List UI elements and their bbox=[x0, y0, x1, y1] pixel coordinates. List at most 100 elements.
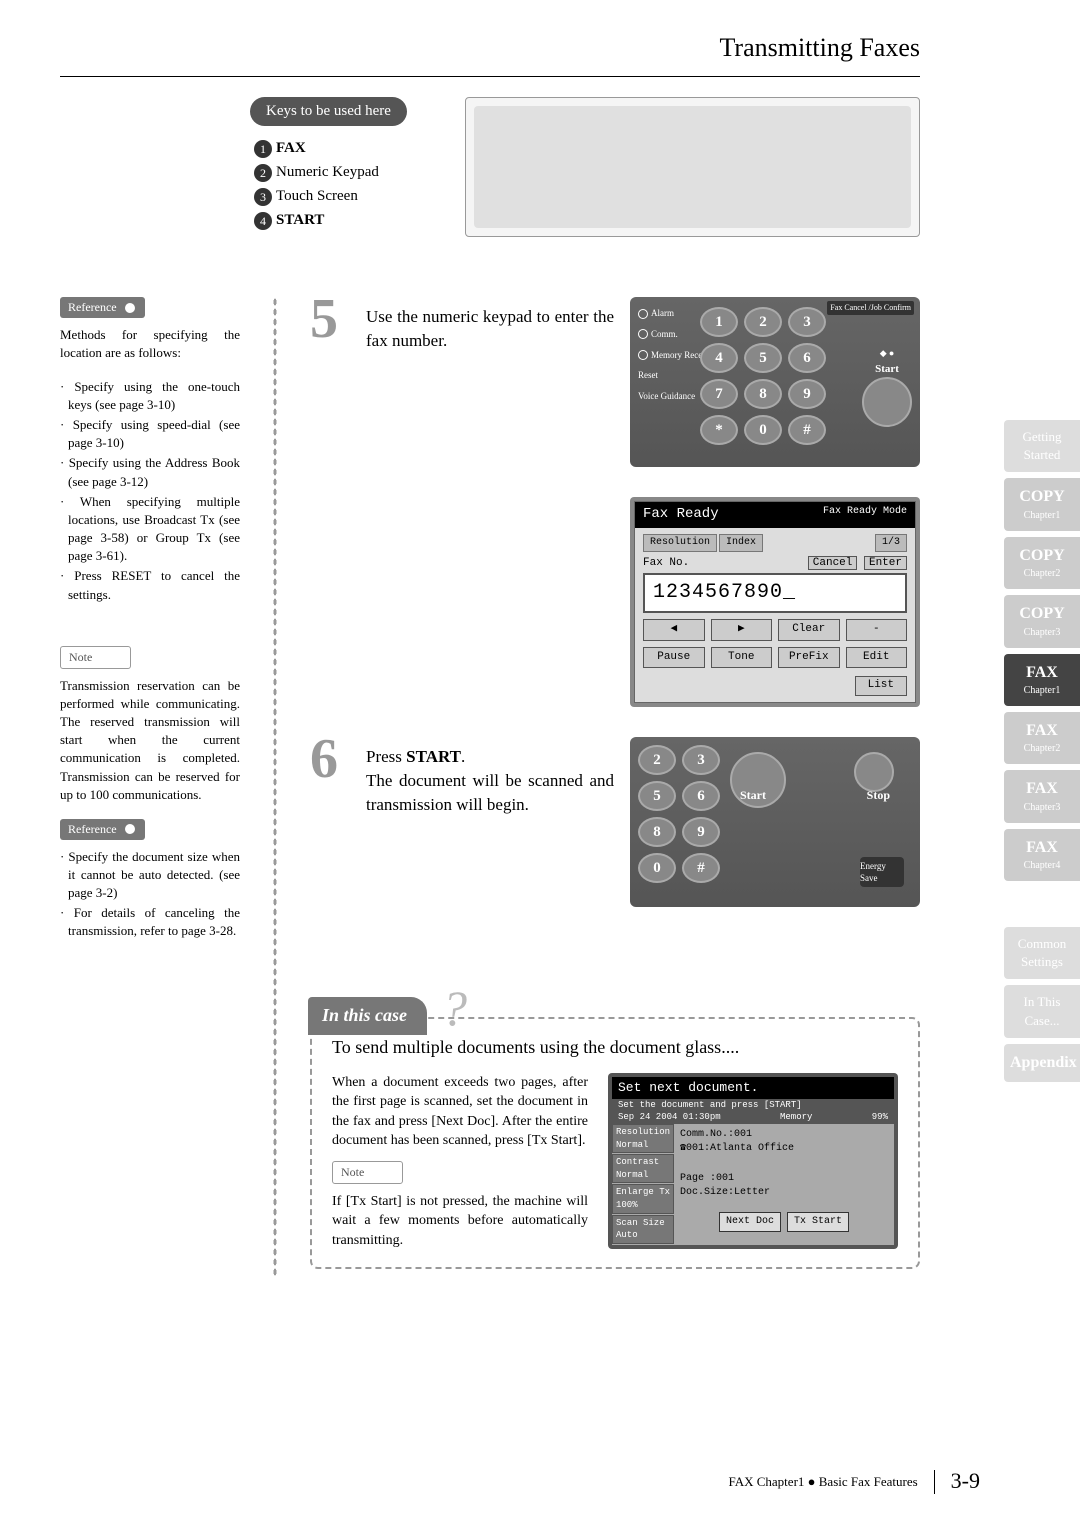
reference-list-2: Specify the document size when it cannot… bbox=[60, 848, 240, 941]
sp-key-8[interactable]: 8 bbox=[638, 817, 676, 847]
page-footer: FAX Chapter1 ● Basic Fax Features 3-9 bbox=[728, 1466, 980, 1497]
key-9[interactable]: 9 bbox=[788, 379, 826, 409]
tx-start-button[interactable]: Tx Start bbox=[787, 1212, 849, 1232]
key-4[interactable]: 4 bbox=[700, 343, 738, 373]
fax-cancel-label[interactable]: Fax Cancel /Job Confirm bbox=[827, 301, 914, 314]
key-8[interactable]: 8 bbox=[744, 379, 782, 409]
step-6: 6 Press START. The document will be scan… bbox=[310, 737, 920, 907]
sp-key-3[interactable]: 3 bbox=[682, 745, 720, 775]
prev-button[interactable]: ◀ bbox=[643, 619, 705, 640]
sp-key-6[interactable]: 6 bbox=[682, 781, 720, 811]
in-this-case-box: ? In this case To send multiple document… bbox=[310, 1017, 920, 1268]
side-tab-4[interactable]: FAXChapter1 bbox=[1004, 654, 1080, 706]
side-tab-1[interactable]: COPYChapter1 bbox=[1004, 478, 1080, 530]
key-6[interactable]: 6 bbox=[788, 343, 826, 373]
right-column: 5 Use the numeric keypad to enter the fa… bbox=[310, 297, 920, 1277]
key-hash[interactable]: # bbox=[788, 415, 826, 445]
start-button-small[interactable] bbox=[862, 377, 912, 427]
doc-sub2m: Memory bbox=[780, 1111, 812, 1124]
stop-label: Stop bbox=[867, 787, 890, 804]
edit-button[interactable]: Edit bbox=[846, 647, 908, 668]
reference-label-1: Reference bbox=[60, 297, 145, 318]
case-paragraph-1: When a document exceeds two pages, after… bbox=[332, 1073, 588, 1151]
start-label-big: Start bbox=[740, 787, 766, 804]
sp-key-5[interactable]: 5 bbox=[638, 781, 676, 811]
side-tab-3[interactable]: COPYChapter3 bbox=[1004, 595, 1080, 647]
pager: 1/3 bbox=[875, 534, 907, 552]
key-2[interactable]: 2 bbox=[744, 307, 782, 337]
case-heading: To send multiple documents using the doc… bbox=[332, 1035, 898, 1060]
side-tab-6[interactable]: FAXChapter3 bbox=[1004, 770, 1080, 822]
key-3[interactable]: 3 bbox=[788, 307, 826, 337]
sp-key-9[interactable]: 9 bbox=[682, 817, 720, 847]
numeric-keypad[interactable]: Fax Cancel /Job Confirm Alarm Comm. Memo… bbox=[630, 297, 920, 467]
fax-ready-title: Fax Ready bbox=[643, 505, 719, 525]
step-6-number: 6 bbox=[310, 737, 350, 907]
fax-no-label: Fax No. bbox=[643, 556, 689, 571]
step-5-number: 5 bbox=[310, 297, 350, 707]
step-5-text: Use the numeric keypad to enter the fax … bbox=[366, 297, 614, 707]
doc-scansize[interactable]: Scan SizeAuto bbox=[612, 1215, 674, 1244]
energy-save-button[interactable]: Energy Save bbox=[860, 857, 904, 887]
in-this-case-tab: In this case bbox=[308, 997, 427, 1034]
doc-screen-title: Set next document. bbox=[612, 1077, 894, 1099]
doc-dest: ☎001:Atlanta Office bbox=[680, 1142, 888, 1156]
sp-key-2[interactable]: 2 bbox=[638, 745, 676, 775]
doc-sub1: Set the document and press [START] bbox=[618, 1099, 802, 1112]
dotted-divider bbox=[273, 297, 277, 1277]
reference-intro: Methods for specifying the location are … bbox=[60, 326, 240, 362]
reset-label[interactable]: Reset bbox=[638, 369, 658, 382]
case-paragraph-2: If [Tx Start] is not pressed, the machin… bbox=[332, 1192, 588, 1251]
clear-button[interactable]: Clear bbox=[778, 619, 840, 640]
side-tab-0[interactable]: Getting Started bbox=[1004, 420, 1080, 472]
doc-resolution[interactable]: ResolutionNormal bbox=[612, 1124, 674, 1153]
stop-button[interactable] bbox=[854, 752, 894, 792]
dash-button[interactable]: - bbox=[846, 619, 908, 640]
list-button[interactable]: List bbox=[855, 676, 907, 695]
start-label: Start bbox=[862, 362, 912, 377]
key-7[interactable]: 7 bbox=[700, 379, 738, 409]
start-panel[interactable]: 2 3 5 6 8 9 0 # Start Stop bbox=[630, 737, 920, 907]
pause-button[interactable]: Pause bbox=[643, 647, 705, 668]
doc-contrast[interactable]: ContrastNormal bbox=[612, 1154, 674, 1183]
keys-pill: Keys to be used here bbox=[250, 97, 407, 126]
resolution-tab[interactable]: Resolution bbox=[643, 534, 717, 552]
question-mark-icon: ? bbox=[442, 973, 467, 1043]
page-header-title: Transmitting Faxes bbox=[60, 30, 920, 66]
doc-enlarge[interactable]: Enlarge Tx100% bbox=[612, 1184, 674, 1213]
key-1[interactable]: 1 bbox=[700, 307, 738, 337]
comm-label: Comm. bbox=[651, 328, 678, 341]
cancel-button[interactable]: Cancel bbox=[808, 556, 858, 570]
key-star[interactable]: * bbox=[700, 415, 738, 445]
sp-key-hash[interactable]: # bbox=[682, 853, 720, 883]
index-tab[interactable]: Index bbox=[719, 534, 763, 552]
side-tab-9[interactable]: In This Case... bbox=[1004, 985, 1080, 1037]
sp-key-0[interactable]: 0 bbox=[638, 853, 676, 883]
side-tab-10[interactable]: Appendix bbox=[1004, 1044, 1080, 1082]
note-text: Transmission reservation can be performe… bbox=[60, 677, 240, 804]
doc-size: Doc.Size:Letter bbox=[680, 1186, 888, 1200]
key-5[interactable]: 5 bbox=[744, 343, 782, 373]
key-0[interactable]: 0 bbox=[744, 415, 782, 445]
next-button[interactable]: ▶ bbox=[711, 619, 773, 640]
tone-button[interactable]: Tone bbox=[711, 647, 773, 668]
note-label-1: Note bbox=[60, 646, 131, 669]
next-doc-button[interactable]: Next Doc bbox=[719, 1212, 781, 1232]
side-tab-5[interactable]: FAXChapter2 bbox=[1004, 712, 1080, 764]
step-6-text: Press START. The document will be scanne… bbox=[366, 737, 614, 907]
set-next-doc-screen[interactable]: Set next document. Set the document and … bbox=[608, 1073, 898, 1249]
side-tab-7[interactable]: FAXChapter4 bbox=[1004, 829, 1080, 881]
fax-touch-screen[interactable]: Fax Ready Fax Ready Mode Resolution Index… bbox=[630, 497, 920, 707]
doc-comm-no: Comm.No.:001 bbox=[680, 1128, 888, 1142]
side-tabs: Getting Started COPYChapter1 COPYChapter2 C… bbox=[1004, 420, 1080, 1088]
fax-ready-mode: Fax Ready Mode bbox=[823, 505, 907, 525]
enter-button[interactable]: Enter bbox=[864, 556, 907, 570]
prefix-button[interactable]: PreFix bbox=[778, 647, 840, 668]
side-tab-2[interactable]: COPYChapter2 bbox=[1004, 537, 1080, 589]
page-number: 3-9 bbox=[951, 1466, 980, 1497]
voice-label[interactable]: Voice Guidance bbox=[638, 390, 695, 403]
fax-number-display: 1234567890_ bbox=[643, 573, 907, 613]
step-5: 5 Use the numeric keypad to enter the fa… bbox=[310, 297, 920, 707]
keys-diagram bbox=[465, 97, 920, 237]
side-tab-8[interactable]: Common Settings bbox=[1004, 927, 1080, 979]
